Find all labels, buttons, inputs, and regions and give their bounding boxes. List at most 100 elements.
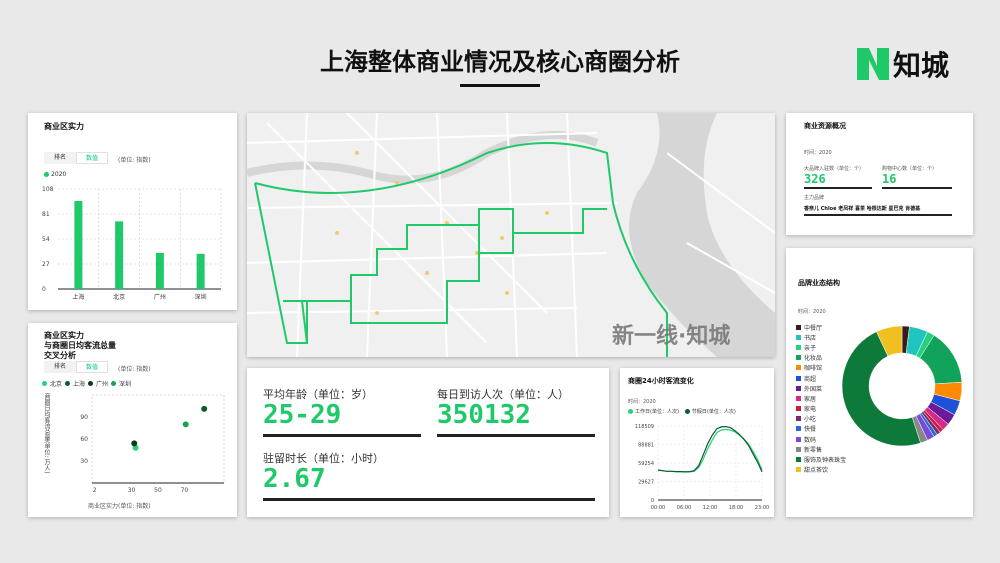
logo-icon — [857, 48, 889, 80]
tab-value[interactable]: 数值 — [76, 361, 108, 373]
x-tick-label: 00:00 — [651, 505, 665, 511]
donut-legend-item: 外国菜 — [796, 383, 846, 393]
x-tick-label: 12:00 — [703, 505, 717, 511]
map-panel: 新一线·知城 — [246, 112, 776, 358]
x-tick-label: 上海 — [72, 293, 84, 301]
legend-label: 亲子 — [804, 344, 817, 352]
legend-label: 咖啡馆 — [804, 365, 823, 373]
flow-title: 商圈24小时客流变化 — [628, 377, 694, 385]
commerce-strength-title: 商业区实力 — [44, 122, 84, 131]
donut-legend-item: 咖啡馆 — [796, 363, 846, 373]
bar-legend: 2020 — [44, 171, 66, 178]
y-tick-label: 118509 — [635, 424, 654, 430]
legend-swatch — [796, 365, 801, 371]
point-广州 — [131, 440, 138, 447]
donut-legend-item: 数码 — [796, 434, 846, 444]
donut-legend: 中餐厅书店亲子 化妆品咖啡馆商超 外国菜 家居家电 小吃快餐数码新零售服饰及钟表珠宝 甜点… — [796, 322, 846, 475]
x-tick-label: 23:00 — [755, 505, 769, 511]
legend-label: 服饰及钟表珠宝 — [804, 457, 847, 465]
y-tick-label: 108 — [42, 186, 54, 193]
legend-label: 新零售 — [804, 446, 823, 454]
tab-rank[interactable]: 排名 — [44, 152, 76, 164]
bar-广州 — [155, 252, 164, 289]
y-tick-label: 60 — [80, 436, 88, 443]
legend-label: 中餐厅 — [804, 324, 823, 332]
legend-swatch — [796, 324, 801, 330]
cross-analysis-panel: 商业区实力 与商圈日均客流总量 交叉分析 排名 数值 (单位: 指数) 北京 上… — [28, 323, 237, 517]
y-tick-label: 81 — [42, 211, 50, 218]
line-节假日 — [657, 425, 763, 473]
legend-swatch — [796, 334, 801, 340]
legend-label: 家电 — [804, 406, 817, 414]
cross-analysis-title-1: 商业区实力 — [44, 331, 84, 340]
legend-dot-2020 — [44, 172, 49, 177]
flow-line-chart: 0 29627 59254 88881 118509 00:00 06:00 12:00 18:… — [635, 424, 769, 511]
malls-value: 16 — [882, 172, 897, 186]
legend-swatch — [796, 436, 801, 442]
y-tick-label: 30 — [80, 458, 88, 465]
x-tick-label: 30 — [128, 487, 136, 494]
y-tick-label: 0 — [42, 286, 46, 293]
bar-上海 — [74, 201, 83, 289]
map-watermark: 新一线·知城 — [612, 324, 731, 349]
tab-value[interactable]: 数值 — [76, 152, 108, 164]
visitors-value: 350132 — [437, 400, 531, 430]
donut-legend-item: 家居 — [796, 393, 846, 403]
legend-label: 甜点茶饮 — [804, 467, 829, 475]
unit-label: (单位: 指数) — [118, 157, 151, 164]
slice-甜点茶饮 — [876, 325, 903, 357]
legend-swatch — [796, 385, 801, 391]
legend-swatch — [796, 406, 801, 412]
point-上海 — [201, 405, 208, 412]
age-value: 25-29 — [263, 400, 342, 430]
legend-swatch — [796, 344, 801, 350]
title-underline — [460, 84, 540, 87]
slice-服饰及钟表珠宝 — [841, 331, 921, 447]
x-tick-label: 06:00 — [677, 505, 691, 511]
legend-label: 商超 — [804, 375, 817, 383]
flow-legend: 工作日(单位：人次) 节假日(单位：人次) — [628, 408, 736, 415]
stats-panel: 平均年龄（单位：岁） 25-29 每日到访人次（单位：人） 350132 驻留时… — [247, 368, 609, 517]
bar-北京 — [115, 221, 124, 289]
brands-underline — [804, 187, 872, 189]
logo: 知城 — [855, 44, 949, 84]
legend-guangzhou: 广州 — [96, 381, 109, 388]
legend-dot-holiday — [684, 409, 690, 414]
resources-year: 时间：2020 — [804, 150, 832, 156]
legend-label: 数码 — [804, 436, 817, 444]
visitors-label: 每日到访人次（单位：人） — [437, 388, 569, 401]
x-tick-label: 70 — [181, 487, 189, 494]
cross-analysis-title-2: 与商圈日均客流总量 — [44, 341, 116, 350]
donut-legend-item: 小吃 — [796, 414, 846, 424]
legend-swatch — [796, 416, 801, 422]
stay-label: 驻留时长（单位：小时） — [263, 452, 384, 465]
x-axis-label: 商业区实力(单位: 指数) — [88, 503, 151, 510]
donut-legend-item: 新零售 — [796, 444, 846, 454]
legend-beijing: 北京 — [50, 381, 63, 388]
legend-swatch — [796, 457, 801, 463]
legend-dot-shanghai — [65, 381, 71, 386]
legend-swatch — [796, 375, 801, 381]
scatter-legend: 北京 上海 广州 深圳 — [42, 379, 131, 388]
malls-label: 购物中心数（单位：个） — [882, 166, 938, 172]
donut-legend-item: 化妆品 — [796, 353, 846, 363]
age-underline — [263, 434, 421, 437]
page-title: 上海整体商业情况及核心商圈分析 — [320, 48, 680, 76]
legend-label: 书店 — [804, 334, 817, 342]
cross-analysis-title-3: 交叉分析 — [44, 351, 76, 360]
legend-dot-beijing — [42, 381, 47, 386]
legend-label: 快餐 — [804, 426, 817, 434]
legend-swatch — [796, 355, 801, 361]
donut-legend-item: 中餐厅 — [796, 322, 846, 332]
legend-holiday: 节假日(单位：人次) — [691, 409, 736, 415]
tab-rank[interactable]: 排名 — [44, 361, 76, 373]
x-tick-label: 广州 — [154, 293, 166, 301]
stay-value: 2.67 — [263, 464, 326, 494]
main-brands-underline — [804, 214, 952, 216]
resources-title: 商业资源概况 — [804, 122, 846, 130]
point-深圳 — [182, 421, 189, 428]
main-brands: 香奈儿 Chloé 老凤祥 喜茶 哈根达斯 星巴克 肯德基 — [804, 206, 921, 212]
legend-swatch — [796, 446, 801, 452]
y-tick-label: 54 — [42, 236, 50, 243]
y-tick-label: 29627 — [638, 480, 654, 486]
